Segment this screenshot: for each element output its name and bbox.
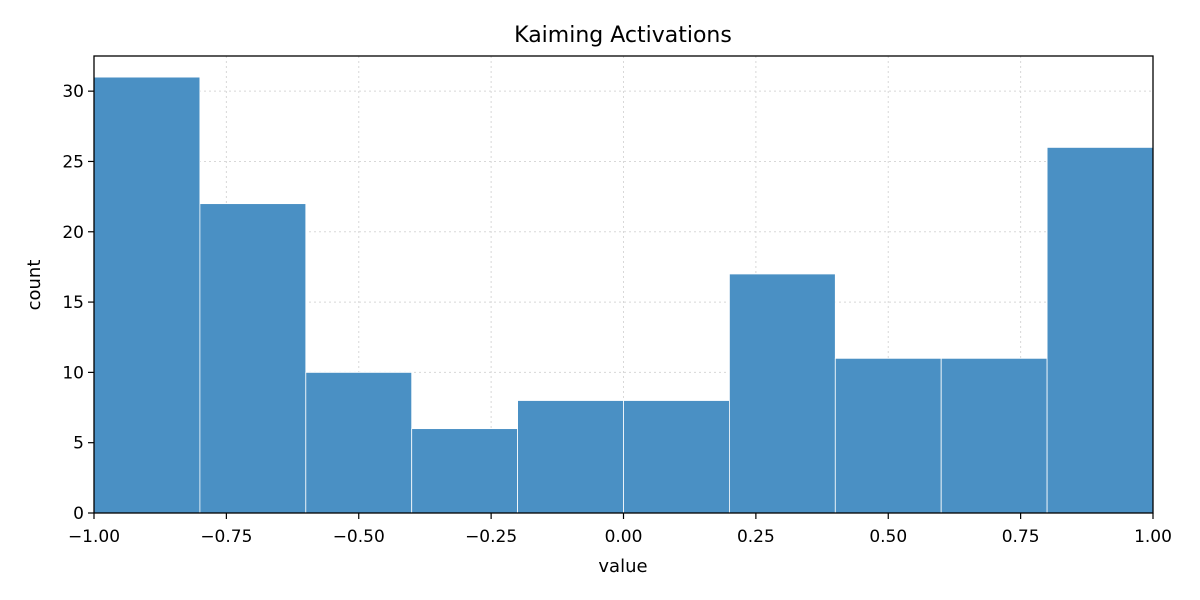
- x-tick-label: 0.50: [869, 527, 907, 547]
- x-tick-label: −0.50: [333, 527, 385, 547]
- x-tick-label: −1.00: [68, 527, 120, 547]
- histogram-bar: [834, 357, 942, 514]
- chart-title: Kaiming Activations: [514, 23, 732, 48]
- x-tick-label: −0.25: [465, 527, 517, 547]
- y-tick-label: 25: [62, 152, 84, 172]
- x-tick-label: 0.00: [605, 527, 643, 547]
- histogram-bar: [1046, 146, 1154, 514]
- histogram-bar: [305, 371, 413, 514]
- x-tick-label: −0.75: [200, 527, 252, 547]
- histogram-bar: [411, 428, 519, 514]
- histogram-bar: [940, 357, 1048, 514]
- y-tick-label: 0: [73, 504, 84, 524]
- x-tick-label: 0.75: [1002, 527, 1040, 547]
- y-tick-label: 5: [73, 434, 84, 454]
- bars: [93, 76, 1154, 514]
- y-tick-label: 30: [62, 82, 84, 102]
- y-tick-label: 20: [62, 223, 84, 243]
- x-tick-label: 1.00: [1134, 527, 1172, 547]
- histogram-bar: [199, 203, 307, 514]
- x-axis-label: value: [598, 556, 647, 577]
- x-axis-ticks: −1.00 −0.75 −0.50 −0.25 0.00 0.25 0.50 0.75 1.00: [68, 513, 1172, 547]
- y-tick-label: 15: [62, 293, 84, 313]
- y-axis-ticks: 0 5 10 15 20 25 30: [62, 82, 94, 524]
- histogram-bar: [623, 400, 730, 514]
- y-tick-label: 10: [62, 363, 84, 383]
- histogram-bar: [729, 273, 836, 514]
- x-tick-label: 0.25: [737, 527, 775, 547]
- histogram-bar: [93, 76, 201, 514]
- histogram-bar: [517, 400, 624, 514]
- y-axis-label: count: [24, 260, 45, 311]
